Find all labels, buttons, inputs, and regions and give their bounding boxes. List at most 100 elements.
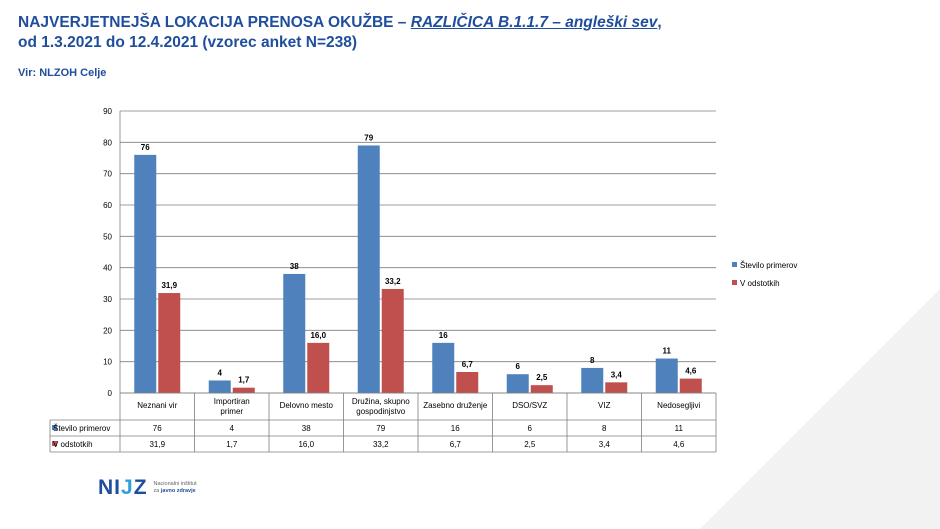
bar-v-odstotkih	[381, 288, 404, 393]
data-label: 16	[439, 331, 448, 340]
title-variant-link[interactable]: RAZLIČICA B.1.1.7 – angleški sev	[410, 14, 658, 31]
y-tick-label: 40	[103, 264, 112, 273]
bar-v-odstotkih	[679, 378, 702, 393]
category-label-line: Importiran	[214, 397, 250, 406]
y-tick-label: 20	[103, 326, 112, 335]
category-label-line: primer	[220, 407, 243, 416]
title-part-1: NAJVERJETNEJŠA LOKACIJA PRENOSA OKUŽBE –	[18, 14, 411, 31]
y-tick-label: 90	[103, 107, 112, 116]
bar-stevilo-primerov	[432, 342, 455, 393]
bar-v-odstotkih	[456, 372, 479, 393]
table-cell: 16,0	[298, 440, 314, 449]
y-tick-label: 80	[103, 138, 112, 147]
category-label-line: gospodinjstvo	[356, 407, 405, 416]
bar-stevilo-primerov	[655, 358, 678, 393]
table-cell: 2,5	[524, 440, 536, 449]
category-label-line: Delovno mesto	[280, 401, 334, 410]
table-cell: 1,7	[226, 440, 238, 449]
category-label-line: VIZ	[598, 401, 611, 410]
decorative-corner	[700, 289, 940, 529]
data-label: 4,6	[685, 367, 697, 376]
y-tick-label: 70	[103, 170, 112, 179]
logo-text-line-2a: za	[153, 488, 161, 494]
y-tick-label: 10	[103, 358, 112, 367]
category-label: Importiran primer	[214, 397, 250, 416]
category-label-line: Družina, skupno	[352, 397, 410, 406]
bar-stevilo-primerov	[357, 145, 380, 393]
bar-v-odstotkih	[605, 382, 628, 393]
table-row-header: Število primerov	[53, 424, 110, 433]
data-label: 79	[364, 133, 373, 142]
table-legend-key	[52, 441, 57, 446]
logo-mark-ni: NI	[98, 476, 121, 499]
category-label: Družina, skupno gospodinjstvo	[352, 397, 410, 416]
category-label: DSO/SVZ	[512, 401, 547, 410]
table-legend-key	[52, 425, 57, 430]
category-label-line: Nedosegljivi	[657, 401, 700, 410]
logo-text-line-2b: javno zdravje	[160, 488, 196, 494]
category-label-line: DSO/SVZ	[512, 401, 547, 410]
logo-text: Nacionalni inštitut za javno zdravje	[154, 481, 197, 495]
data-table: Neznani vir Importiran primer Delovno mesto…	[49, 392, 717, 453]
y-tick-label: 60	[103, 201, 112, 210]
title-line-1: NAJVERJETNEJŠA LOKACIJA PRENOSA OKUŽBE –…	[18, 13, 662, 33]
data-label: 8	[590, 356, 595, 365]
table-cell: 16	[451, 424, 460, 433]
logo-mark: NIJZ	[98, 476, 148, 500]
title-line-2: od 1.3.2021 do 12.4.2021 (vzorec anket N…	[18, 34, 358, 51]
source-label: Vir: NLZOH Celje	[18, 67, 107, 79]
table-cell: 6	[528, 424, 533, 433]
chart-title: NAJVERJETNEJŠA LOKACIJA PRENOSA OKUŽBE –…	[18, 13, 662, 53]
legend-label: V odstotkih	[740, 279, 780, 288]
data-label: 2,5	[536, 373, 548, 382]
category-label: Neznani vir	[137, 401, 177, 410]
table-cell: 79	[376, 424, 385, 433]
logo-text-line-1: Nacionalni inštitut	[153, 481, 197, 487]
bar-stevilo-primerov	[506, 374, 529, 393]
gridlines	[120, 110, 716, 394]
bar-stevilo-primerov	[134, 154, 157, 393]
data-label: 16,0	[310, 331, 326, 340]
data-label: 33,2	[385, 277, 401, 286]
data-label: 11	[663, 347, 672, 356]
legend-swatch	[732, 262, 737, 267]
bar-v-odstotkih	[530, 385, 553, 393]
y-tick-label: 30	[103, 295, 112, 304]
table-row-header: V odstotkih	[53, 440, 93, 449]
data-label: 31,9	[161, 281, 177, 290]
bar-v-odstotkih	[232, 387, 255, 393]
nijz-logo: NIJZ Nacionalni inštitut za javno zdravj…	[98, 476, 197, 500]
y-tick-label: 50	[103, 232, 112, 241]
category-label-line: Neznani vir	[137, 401, 177, 410]
table-cell: 8	[602, 424, 607, 433]
table-cell: 31,9	[149, 440, 165, 449]
data-label: 1,7	[238, 376, 250, 385]
category-label: Delovno mesto	[280, 401, 334, 410]
table-cell: 6,7	[450, 440, 462, 449]
table-cell: 3,4	[599, 440, 611, 449]
bar-v-odstotkih	[307, 342, 330, 393]
table-cell: 38	[302, 424, 311, 433]
data-label: 3,4	[611, 370, 623, 379]
table-cell: 76	[153, 424, 162, 433]
y-tick-label: 0	[108, 389, 113, 398]
table-cell: 4,6	[673, 440, 685, 449]
bar-v-odstotkih	[158, 293, 181, 393]
legend-swatch	[732, 280, 737, 285]
legend-label: Število primerov	[740, 261, 797, 270]
category-label: Zasebno druženje	[423, 401, 488, 410]
category-label-line: Zasebno druženje	[423, 401, 488, 410]
table-cell: 33,2	[373, 440, 389, 449]
legend: Število primerov V odstotkih	[732, 261, 797, 288]
data-label: 6,7	[462, 360, 474, 369]
data-label: 38	[290, 262, 299, 271]
table-cell: 11	[675, 424, 684, 433]
title-comma: ,	[657, 14, 662, 31]
bars: 76 31,9 4 1,7 38 16,0 79 33,2 16 6,7 6 2,5 8 3,4 11 4,6	[134, 133, 702, 393]
y-axis: 0 10 20 30 40 50 60 70 80 90	[103, 107, 121, 398]
bar-stevilo-primerov	[581, 367, 604, 393]
category-label: VIZ	[598, 401, 611, 410]
data-label: 4	[218, 368, 223, 377]
logo-mark-z: Z	[133, 476, 148, 499]
